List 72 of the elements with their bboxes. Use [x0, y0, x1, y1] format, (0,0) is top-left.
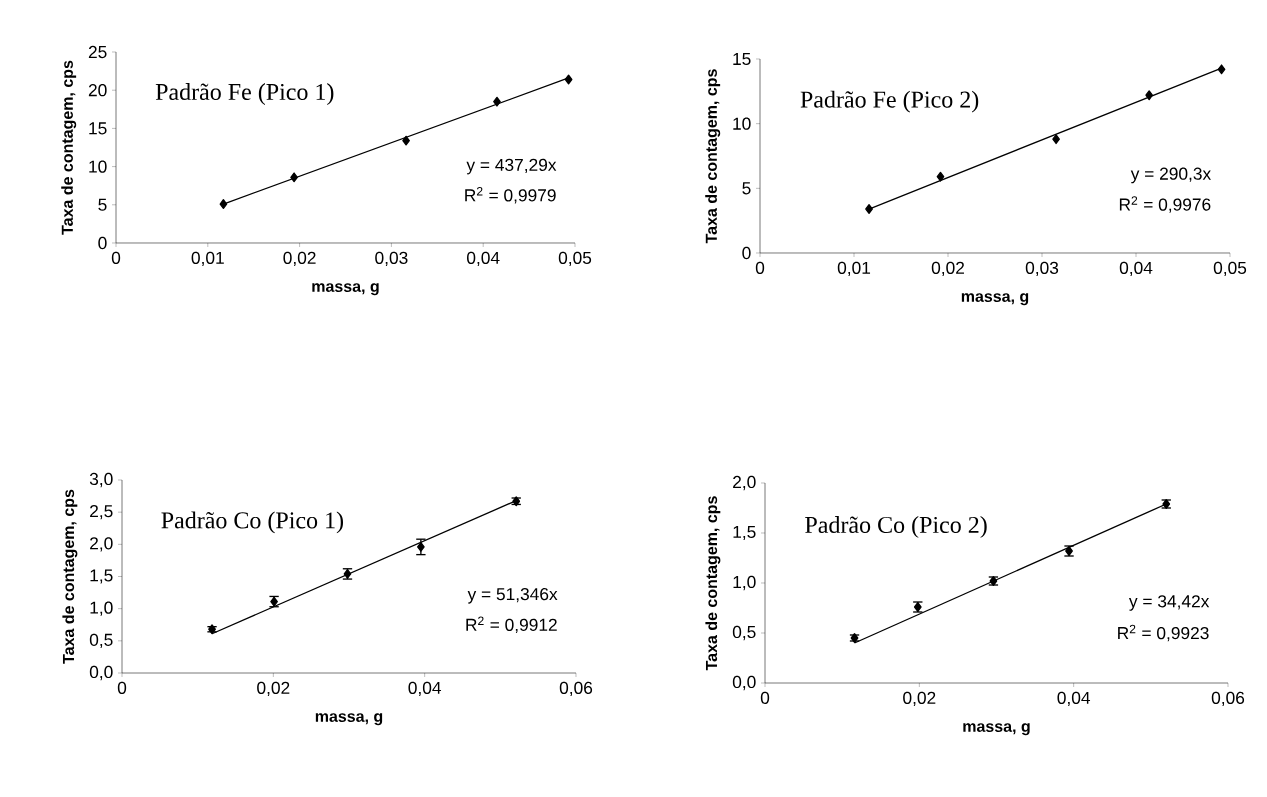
y-tick-label: 0,5	[89, 633, 113, 648]
point	[564, 74, 573, 85]
y-tick-label: 5	[742, 182, 751, 195]
y-tick-label: 1,5	[90, 569, 113, 584]
x-tick-label: 0,04	[408, 681, 442, 697]
y-axis-title: Taxa de contagem, cps	[62, 489, 78, 664]
x-axis-title: massa, g	[963, 723, 1030, 736]
point	[290, 172, 298, 183]
y-tick-label: 1,5	[733, 525, 756, 541]
annotation: R$^{2}$ = 0,9912	[466, 616, 557, 633]
y-tick-label: 2,0	[90, 537, 113, 552]
x-tick-label: 0,01	[191, 251, 224, 267]
x-tick-label: 0,02	[903, 691, 936, 707]
y-tick-label: 15	[89, 122, 107, 135]
y-tick-label: 1,0	[90, 601, 113, 616]
x-axis-title: massa, g	[315, 713, 383, 726]
point	[402, 135, 410, 146]
x-tick-label: 0,03	[1025, 261, 1059, 277]
y-tick-label: 10	[733, 117, 751, 130]
annotation: R$^{2}$ = 0,9979	[465, 187, 556, 204]
x-tick-label: 0	[755, 261, 765, 274]
x-tick-label: 0	[111, 251, 121, 264]
annotation: R$^{2}$ = 0,9976	[1119, 196, 1211, 213]
text: Padrão Co (Pico 2)	[805, 516, 987, 538]
point	[219, 199, 228, 209]
point	[1217, 64, 1226, 75]
point	[1145, 90, 1154, 101]
text: Padrão Co (Pico 1)	[161, 511, 344, 534]
y-tick-label: 1,0	[733, 575, 756, 591]
annotation: y = 437,29x	[466, 158, 557, 175]
x-tick-label: 0,06	[1211, 691, 1245, 707]
y-tick-label: 0,0	[732, 675, 756, 691]
point	[936, 171, 945, 182]
y-tick-label: 2,0	[733, 475, 756, 491]
y-axis-title: Taxa de contagem, cps	[61, 60, 77, 235]
x-tick-label: 0,02	[931, 261, 964, 277]
y-tick-label: 2,5	[90, 505, 113, 520]
y-tick-label: 3,0	[89, 472, 113, 488]
y-tick-label: 0	[98, 236, 107, 250]
x-tick-label: 0,05	[1213, 261, 1247, 277]
x-axis-title: massa, g	[312, 283, 379, 296]
annotation: y = 34,42x	[1128, 595, 1210, 611]
annotation: R$^{2}$ = 0,9923	[1118, 624, 1209, 642]
y-tick-label: 20	[88, 84, 107, 97]
point	[865, 204, 873, 214]
x-tick-label: 0,03	[375, 251, 408, 267]
annotation: y = 290,3x	[1130, 167, 1211, 184]
text: Padrão Fe (Pico 2)	[800, 90, 979, 113]
point	[1052, 134, 1060, 145]
x-tick-label: 0,04	[467, 251, 500, 267]
y-axis-title: Taxa de contagem, cps	[705, 69, 721, 244]
x-tick-label: 0,01	[837, 261, 871, 277]
x-tick-label: 0	[760, 691, 770, 704]
x-tick-label: 0,06	[559, 681, 593, 697]
point	[493, 96, 501, 107]
y-tick-label: 15	[733, 52, 751, 66]
text: Padrão Fe (Pico 1)	[155, 83, 334, 105]
annotation: y = 51,346x	[467, 587, 558, 604]
x-tick-label: 0,04	[1057, 691, 1091, 707]
y-axis-title: Taxa de contagem, cps	[705, 496, 721, 671]
x-tick-label: 0,02	[257, 681, 290, 697]
y-tick-label: 0,0	[89, 665, 113, 681]
y-tick-label: 10	[89, 160, 107, 173]
point	[417, 541, 425, 552]
x-tick-label: 0,04	[1119, 261, 1153, 277]
x-tick-label: 0,05	[558, 251, 592, 267]
y-tick-label: 0,5	[732, 625, 756, 641]
x-tick-label: 0	[117, 681, 127, 694]
y-tick-label: 5	[98, 198, 107, 211]
y-tick-label: 25	[88, 45, 107, 59]
x-tick-label: 0,02	[283, 251, 316, 267]
x-axis-title: massa, g	[961, 293, 1029, 306]
